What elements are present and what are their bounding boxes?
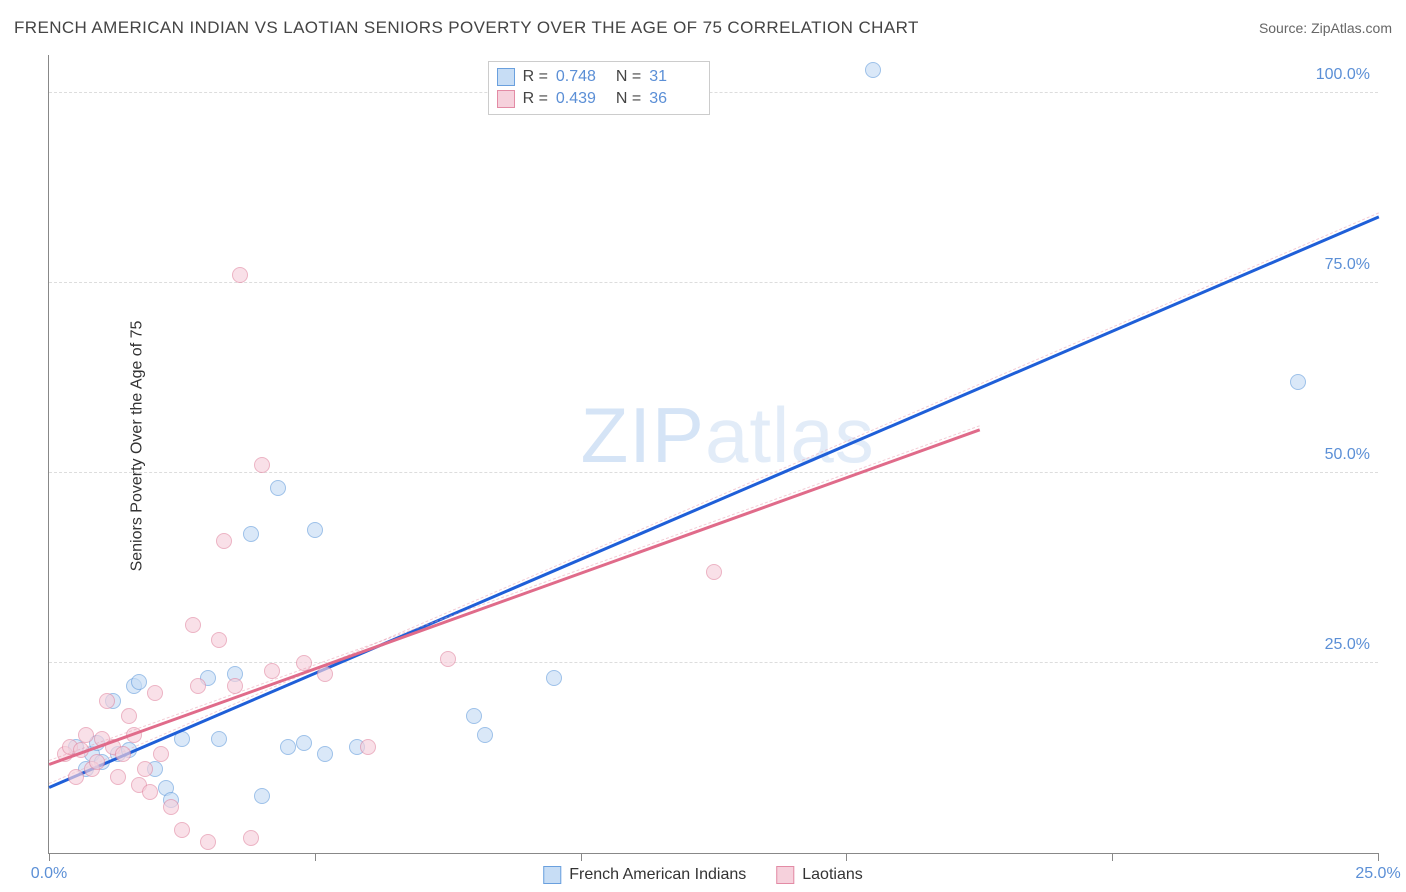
data-point — [307, 522, 323, 538]
x-tick — [49, 853, 50, 861]
y-tick-label: 25.0% — [1325, 636, 1370, 654]
trend-dash — [49, 212, 1379, 784]
data-point — [546, 670, 562, 686]
data-point — [110, 769, 126, 785]
data-point — [477, 727, 493, 743]
legend-bottom: French American Indians Laotians — [543, 866, 862, 884]
data-point — [317, 666, 333, 682]
x-tick-label: 0.0% — [31, 865, 67, 883]
data-point — [68, 769, 84, 785]
y-tick-label: 100.0% — [1316, 66, 1370, 84]
data-point — [254, 788, 270, 804]
data-point — [142, 784, 158, 800]
n-value: 36 — [649, 90, 701, 108]
data-point — [131, 674, 147, 690]
legend-swatch — [543, 866, 561, 884]
data-point — [121, 708, 137, 724]
data-point — [99, 693, 115, 709]
x-tick — [581, 853, 582, 861]
x-tick — [315, 853, 316, 861]
data-point — [163, 799, 179, 815]
gridline — [49, 472, 1378, 473]
r-value: 0.748 — [556, 68, 608, 86]
x-tick — [1378, 853, 1379, 861]
data-point — [216, 533, 232, 549]
y-tick-label: 50.0% — [1325, 446, 1370, 464]
r-label: R = — [523, 68, 548, 86]
data-point — [200, 834, 216, 850]
legend-row: R = 0.439 N = 36 — [497, 88, 702, 110]
r-label: R = — [523, 90, 548, 108]
data-point — [153, 746, 169, 762]
data-point — [232, 267, 248, 283]
data-point — [280, 739, 296, 755]
data-point — [243, 526, 259, 542]
data-point — [185, 617, 201, 633]
legend-label: Laotians — [802, 866, 863, 884]
data-point — [317, 746, 333, 762]
data-point — [243, 830, 259, 846]
n-value: 31 — [649, 68, 701, 86]
data-point — [440, 651, 456, 667]
watermark: ZIPatlas — [581, 390, 875, 481]
y-tick-label: 75.0% — [1325, 256, 1370, 274]
legend-row: R = 0.748 N = 31 — [497, 66, 702, 88]
data-point — [190, 678, 206, 694]
gridline — [49, 662, 1378, 663]
correlation-legend: R = 0.748 N = 31 R = 0.439 N = 36 — [488, 61, 711, 115]
x-tick — [1112, 853, 1113, 861]
chart-title: FRENCH AMERICAN INDIAN VS LAOTIAN SENIOR… — [14, 18, 919, 38]
data-point — [174, 822, 190, 838]
data-point — [78, 727, 94, 743]
n-label: N = — [616, 68, 641, 86]
trend-line — [49, 215, 1380, 788]
data-point — [254, 457, 270, 473]
data-point — [296, 735, 312, 751]
legend-swatch — [776, 866, 794, 884]
data-point — [137, 761, 153, 777]
legend-item: French American Indians — [543, 866, 746, 884]
legend-swatch — [497, 90, 515, 108]
source-attribution: Source: ZipAtlas.com — [1259, 20, 1392, 36]
legend-label: French American Indians — [569, 866, 746, 884]
x-tick — [846, 853, 847, 861]
gridline — [49, 92, 1378, 93]
trend-dash — [49, 425, 980, 761]
data-point — [706, 564, 722, 580]
legend-item: Laotians — [776, 866, 863, 884]
r-value: 0.439 — [556, 90, 608, 108]
trend-line — [49, 428, 981, 765]
gridline — [49, 282, 1378, 283]
data-point — [211, 632, 227, 648]
data-point — [270, 480, 286, 496]
data-point — [865, 62, 881, 78]
legend-swatch — [497, 68, 515, 86]
data-point — [264, 663, 280, 679]
n-label: N = — [616, 90, 641, 108]
chart-header: FRENCH AMERICAN INDIAN VS LAOTIAN SENIOR… — [14, 18, 1392, 38]
x-tick-label: 25.0% — [1355, 865, 1400, 883]
data-point — [211, 731, 227, 747]
data-point — [89, 754, 105, 770]
data-point — [360, 739, 376, 755]
data-point — [115, 746, 131, 762]
data-point — [1290, 374, 1306, 390]
scatter-chart: 25.0%50.0%75.0%100.0%0.0%25.0%ZIPatlasR … — [48, 55, 1378, 854]
data-point — [147, 685, 163, 701]
data-point — [466, 708, 482, 724]
